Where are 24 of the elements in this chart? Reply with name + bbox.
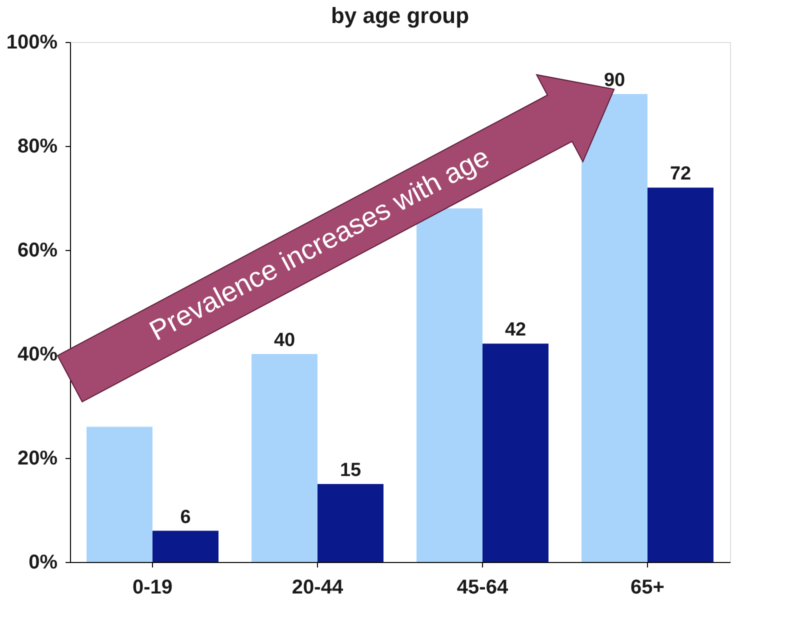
bar	[152, 530, 218, 562]
y-tick-label: 60%	[17, 240, 58, 262]
bar	[482, 344, 548, 562]
y-tick-label: 20%	[17, 448, 58, 470]
y-tick-label: 0%	[28, 552, 58, 574]
bar	[582, 94, 648, 562]
x-tick-label: 65+	[630, 576, 664, 598]
bar	[86, 426, 152, 562]
data-label: 90	[604, 70, 626, 91]
x-tick-label: 0-19	[132, 576, 173, 598]
data-label: 42	[504, 320, 526, 341]
x-tick-label: 20-44	[292, 576, 344, 598]
data-label: 15	[340, 460, 362, 481]
data-label: 6	[180, 506, 191, 528]
bar	[416, 208, 482, 562]
data-label: 72	[670, 164, 692, 185]
bar	[318, 484, 384, 562]
bar	[648, 188, 714, 562]
y-tick-label: 80%	[17, 136, 58, 158]
y-tick-label: 40%	[17, 344, 58, 366]
y-tick-label: 100%	[6, 32, 58, 54]
bar	[252, 354, 318, 562]
x-tick-label: 45-64	[456, 576, 509, 598]
chart-title: by age group	[330, 3, 470, 28]
